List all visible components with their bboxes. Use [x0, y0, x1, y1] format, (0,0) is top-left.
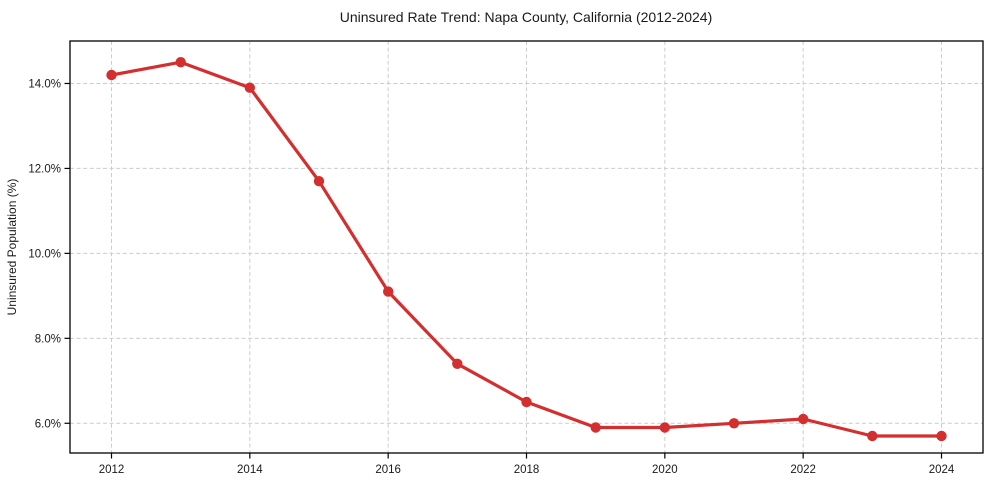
x-tick-label: 2012: [99, 464, 125, 476]
x-tick-label: 2024: [929, 464, 955, 476]
y-tick-label: 6.0%: [35, 418, 61, 430]
y-tick-label: 14.0%: [28, 78, 61, 90]
data-point-marker: [383, 286, 394, 297]
trend-line-series: [106, 57, 947, 442]
data-point-marker: [244, 82, 255, 93]
x-tick-label: 2014: [237, 464, 263, 476]
data-point-marker: [521, 396, 532, 408]
grid-lines: [70, 41, 983, 453]
x-tick-label: 2022: [790, 464, 816, 476]
x-tick-label: 2020: [652, 464, 678, 476]
chart-title: Uninsured Rate Trend: Napa County, Calif…: [340, 9, 713, 25]
data-point-marker: [936, 430, 947, 442]
y-tick-label: 12.0%: [28, 163, 61, 175]
x-tick-label: 2018: [514, 464, 540, 476]
x-tick-label: 2016: [375, 464, 401, 476]
y-tick-label: 10.0%: [28, 248, 61, 260]
y-tick-label: 8.0%: [35, 333, 61, 345]
data-point-marker: [798, 413, 809, 425]
axes: 2012 2014 2016 2018 2020 2022 2024 6.0% 8.0% 10.0…: [28, 40, 984, 476]
data-point-marker: [175, 57, 186, 68]
y-axis-label: Uninsured Population (%): [5, 179, 19, 316]
data-point-marker: [313, 176, 325, 187]
data-point-marker: [590, 422, 601, 433]
data-point-marker: [452, 358, 463, 369]
data-point-marker: [659, 422, 670, 433]
data-point-marker: [106, 69, 117, 81]
data-point-marker: [867, 430, 878, 442]
data-point-marker: [728, 418, 740, 429]
